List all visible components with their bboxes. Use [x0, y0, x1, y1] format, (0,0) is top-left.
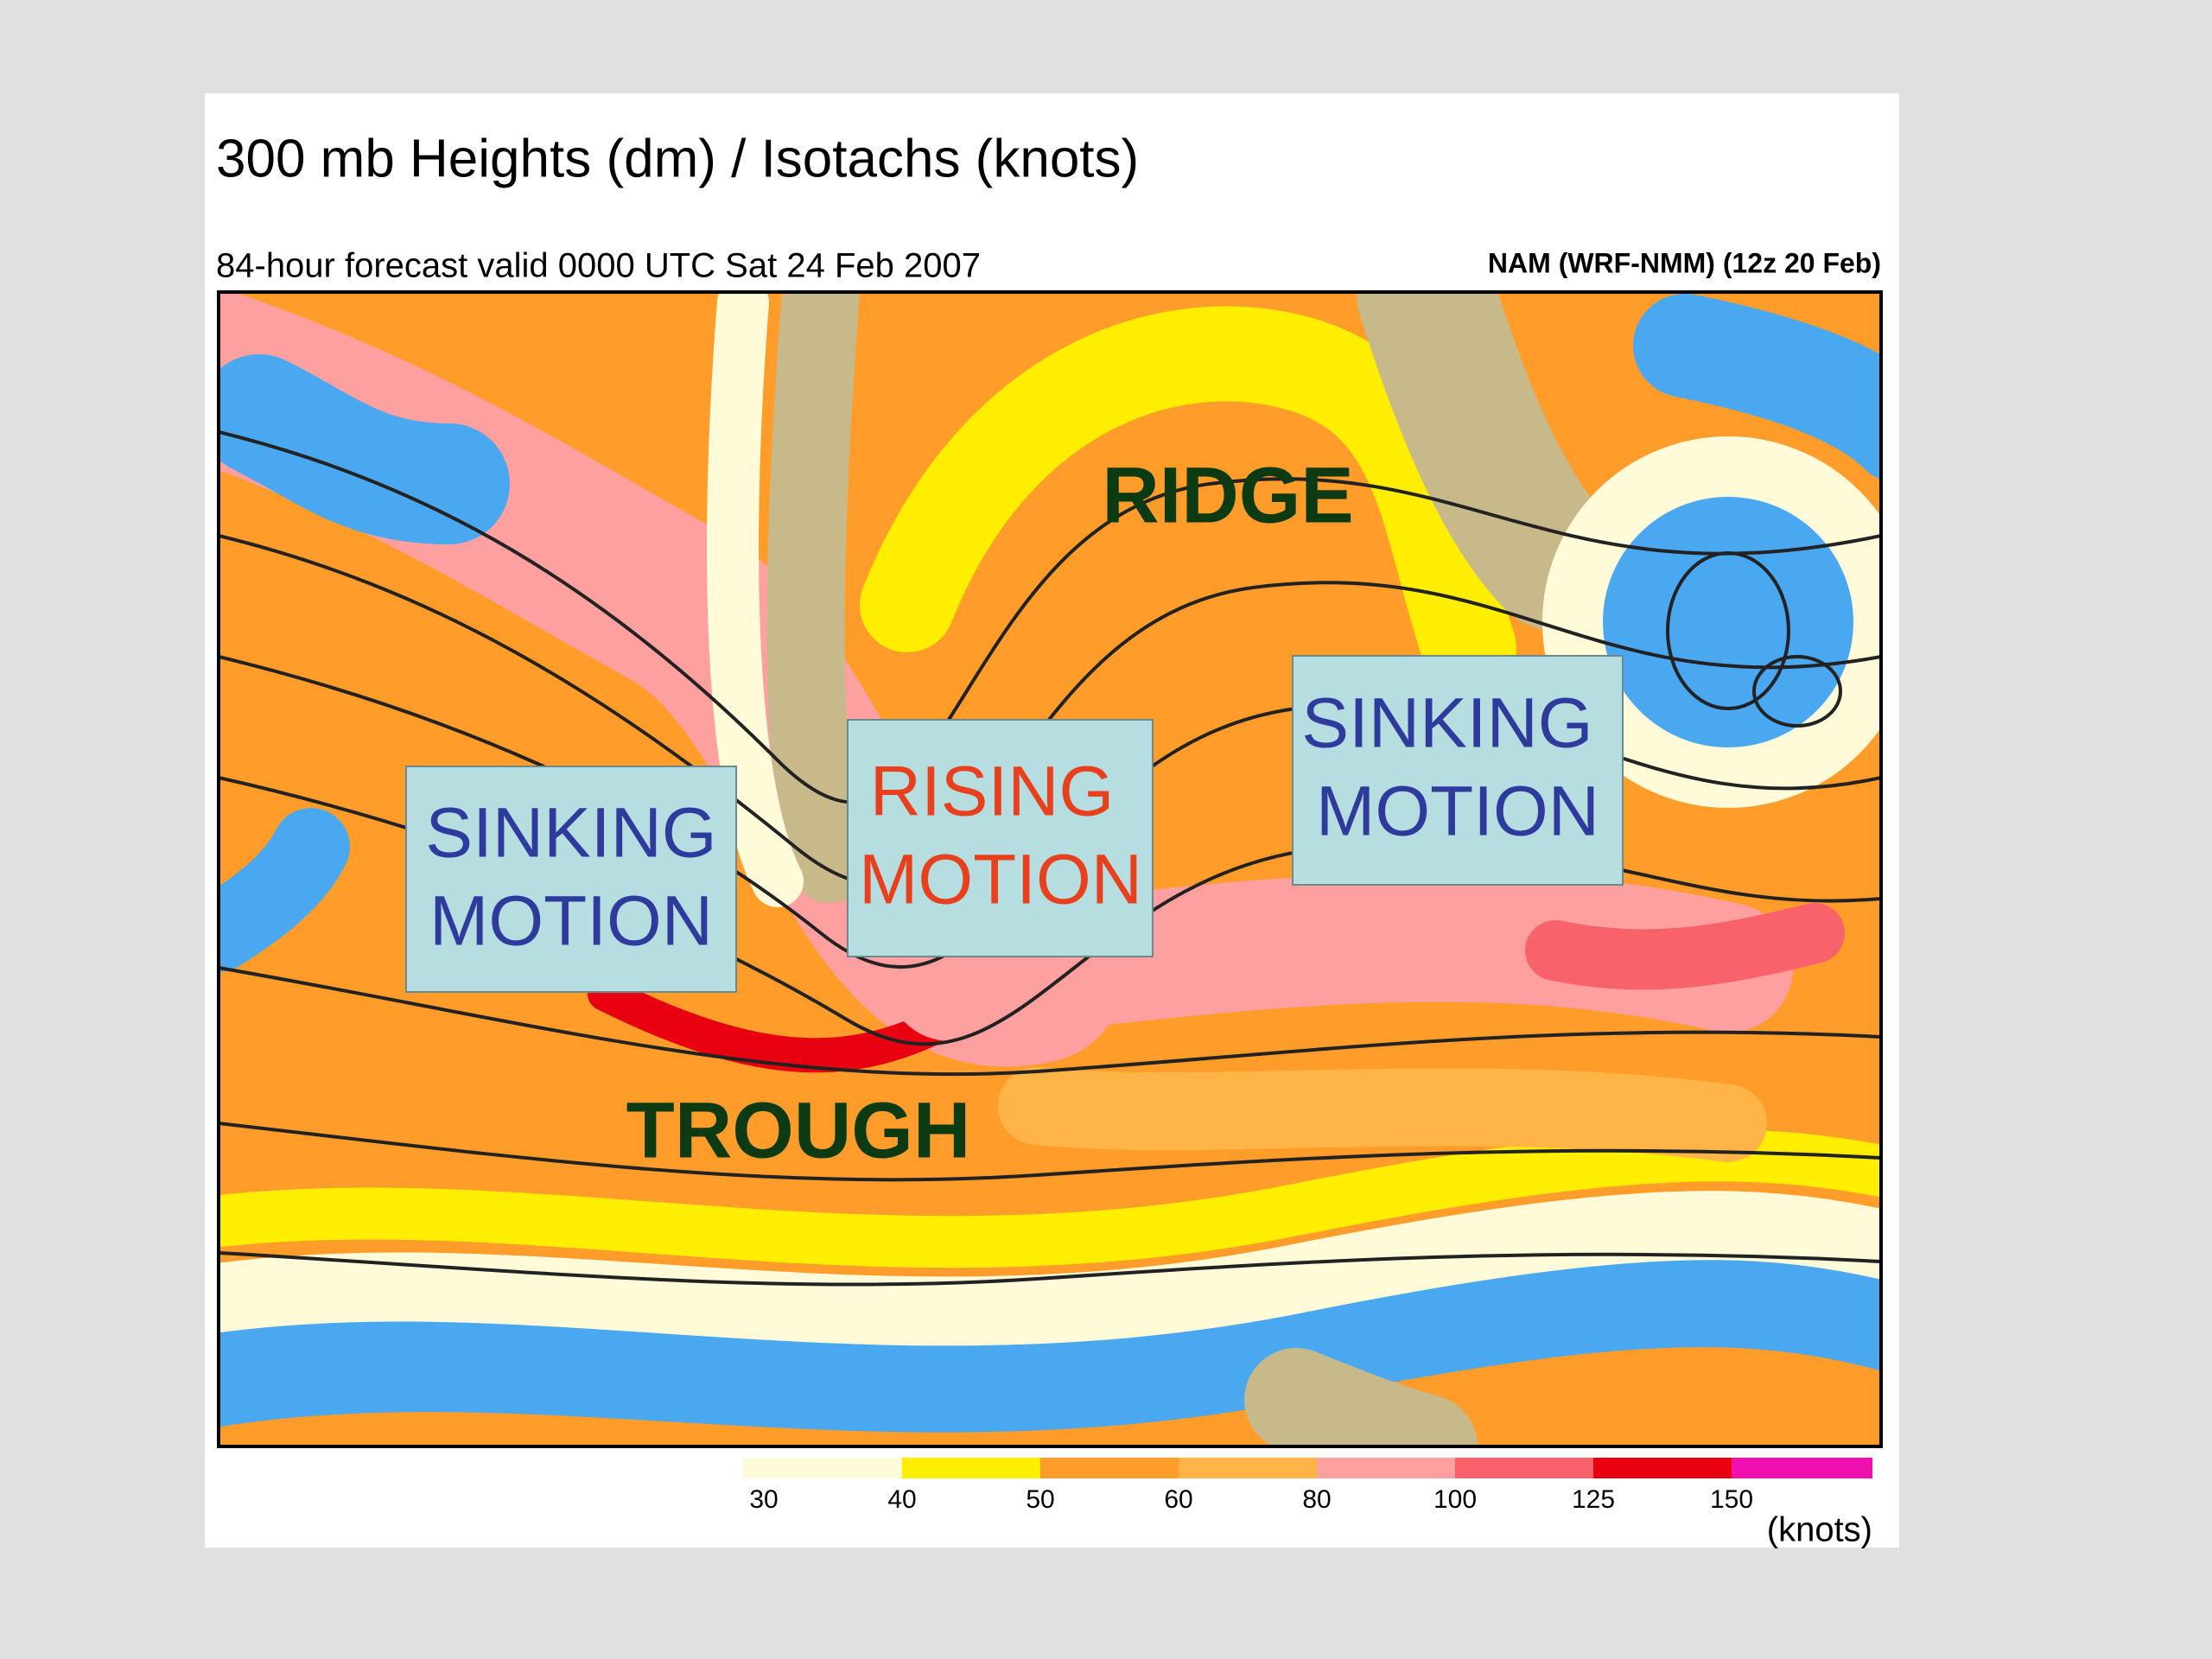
- box-line: MOTION: [1316, 772, 1599, 851]
- colorbar-segment: [1040, 1458, 1179, 1478]
- colorbar-tick-label: 30: [749, 1485, 778, 1514]
- box: [405, 766, 737, 993]
- colorbar-segment: [743, 1458, 902, 1478]
- trough-label: TROUGH: [626, 1086, 971, 1174]
- box-line: RISING: [870, 753, 1114, 831]
- box-line: SINKING: [425, 794, 716, 873]
- model-label: NAM (WRF-NMM) (12z 20 Feb): [1488, 247, 1881, 278]
- colorbar-tick-label: 100: [1433, 1485, 1477, 1514]
- colorbar-tick-label: 40: [887, 1485, 916, 1514]
- box: [1292, 655, 1624, 886]
- box: [847, 719, 1154, 957]
- colorbar: 30 40 50 60 80 100 125 150: [743, 1458, 1872, 1514]
- subtitle: 84-hour forecast valid 0000 UTC Sat 24 F…: [216, 247, 981, 285]
- box-line: MOTION: [429, 882, 713, 961]
- colorbar-tick-label: 150: [1710, 1485, 1753, 1514]
- colorbar-segment: [1179, 1458, 1317, 1478]
- ridge-label: RIDGE: [1102, 451, 1353, 539]
- colorbar-tick-label: 80: [1302, 1485, 1331, 1514]
- box-line: MOTION: [859, 841, 1142, 919]
- title: 300 mb Heights (dm) / Isotachs (knots): [216, 129, 1139, 188]
- colorbar-tick-label: 50: [1026, 1485, 1054, 1514]
- box-line: SINKING: [1301, 684, 1592, 763]
- colorbar-segment: [1732, 1458, 1872, 1478]
- left-box: SINKING MOTION: [405, 766, 737, 993]
- colorbar-segment: [1455, 1458, 1593, 1478]
- colorbar-segment: [1317, 1458, 1455, 1478]
- map-frame: [217, 290, 1883, 1448]
- colorbar-segment: [1593, 1458, 1732, 1478]
- colorbar-unit: (knots): [1767, 1511, 1872, 1549]
- colorbar-tick-label: 60: [1164, 1485, 1192, 1514]
- colorbar-segment: [902, 1458, 1040, 1478]
- center-box: RISING MOTION: [847, 719, 1154, 957]
- colorbar-tick-label: 125: [1572, 1485, 1615, 1514]
- right-box: SINKING MOTION: [1292, 655, 1624, 886]
